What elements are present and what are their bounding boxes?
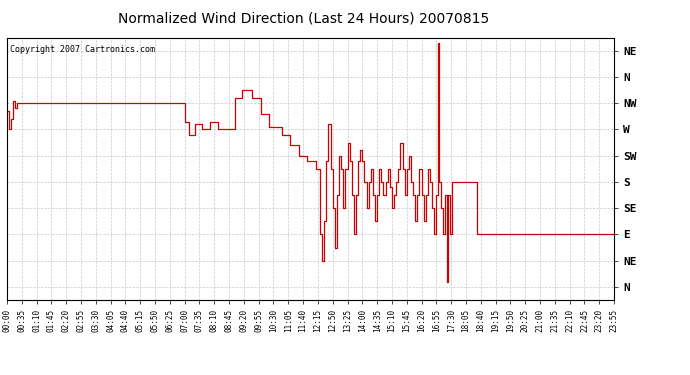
Text: Normalized Wind Direction (Last 24 Hours) 20070815: Normalized Wind Direction (Last 24 Hours… — [118, 11, 489, 25]
Text: Copyright 2007 Cartronics.com: Copyright 2007 Cartronics.com — [10, 45, 155, 54]
